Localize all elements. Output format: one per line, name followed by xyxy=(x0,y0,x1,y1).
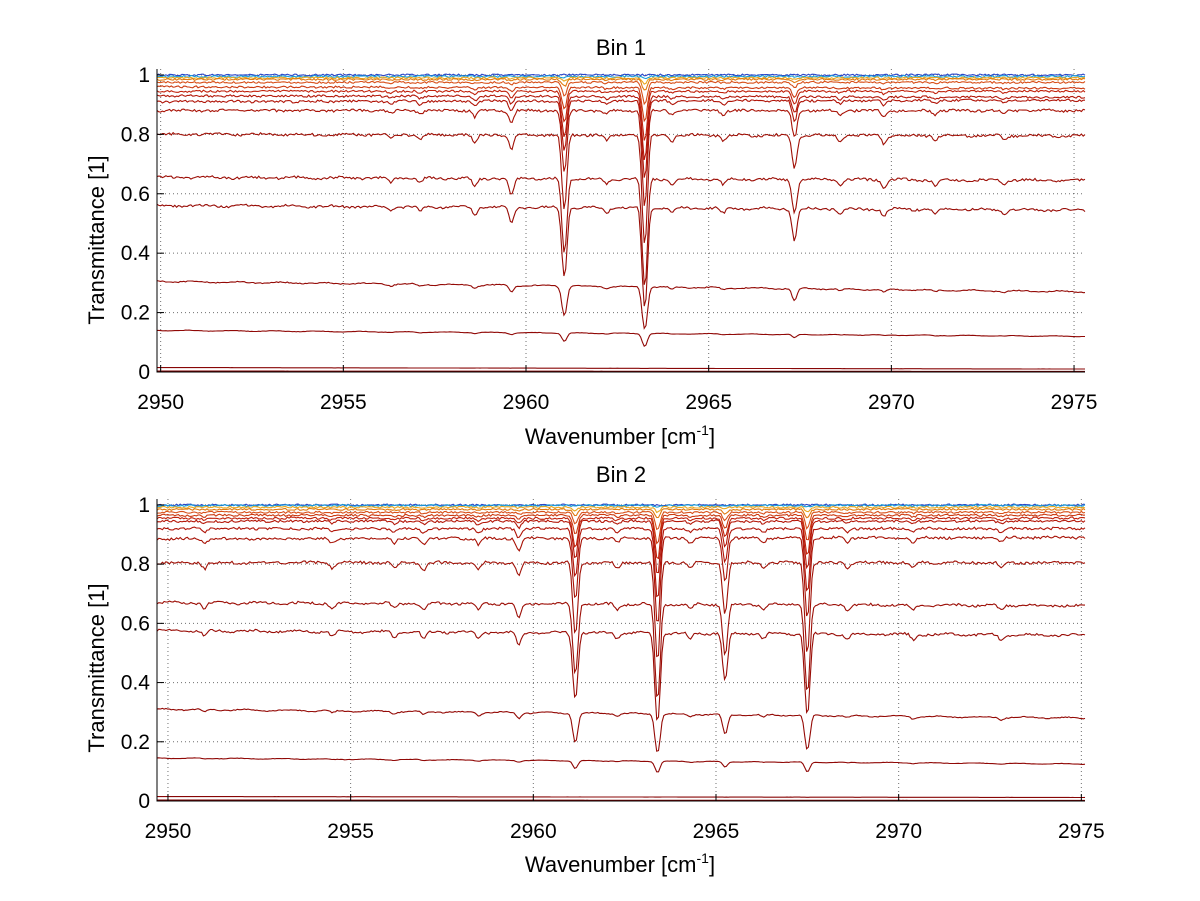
bin-2-xtick-label: 2965 xyxy=(693,820,740,843)
bin-1-ytick-label: 1 xyxy=(138,64,150,87)
bin-2-ytick-label: 0 xyxy=(138,790,150,813)
bin-1-axes: 2950 2955 2960 2965 2970 2975 0 0.2 0.4 0.6 0.8 1 xyxy=(121,64,1098,414)
bin-1-series-l8 xyxy=(156,94,1086,161)
bin-2-ytick-label: 0.6 xyxy=(121,612,150,635)
bin-2-series-l8 xyxy=(156,519,1086,574)
bin-1-series-l1 xyxy=(156,73,1086,77)
bin-1-series-l12 xyxy=(156,175,1086,285)
bin-1-xtick-label: 2960 xyxy=(503,391,550,414)
bin-2-ytick-label: 0.4 xyxy=(121,672,151,695)
bin-2-xtick-label: 2975 xyxy=(1058,820,1105,843)
bin-1-ytick-label: 0 xyxy=(138,361,150,384)
bin-2-ytick-label: 0.2 xyxy=(121,731,150,754)
bin-1-series-l2 xyxy=(156,74,1086,80)
bin-1-ytick-label: 0.4 xyxy=(121,242,151,265)
bin-1-series-l4 xyxy=(156,77,1086,91)
bin-1-ytick-label: 0.8 xyxy=(121,123,150,146)
bin-2-series-l10 xyxy=(156,535,1086,622)
bin-1-series-l13 xyxy=(156,203,1086,307)
bin-1-xtick-label: 2970 xyxy=(868,391,915,414)
bin-1-series-l9 xyxy=(156,98,1085,178)
bin-2-xtick-label: 2950 xyxy=(145,820,192,843)
bin-2-series-l11 xyxy=(156,560,1086,658)
bin-1-xtick-label: 2950 xyxy=(137,391,184,414)
bin-1-series-l5 xyxy=(156,80,1086,106)
bin-1-series-l6 xyxy=(156,85,1086,123)
bin-1-ylabel: Transmittance [1] xyxy=(84,155,109,324)
bin-1-ytick-label: 0.2 xyxy=(121,302,150,325)
bin-2-series-l5 xyxy=(156,510,1086,531)
bin-1-series xyxy=(156,73,1086,372)
bin-2-xtick-label: 2970 xyxy=(875,820,922,843)
bin-1-panel: Bin 1 Transmittance [1] Wavenumber [cm-1… xyxy=(84,35,1097,449)
bin-1-series-l7 xyxy=(156,89,1086,141)
bin-2-ytick-label: 1 xyxy=(138,494,150,517)
bin-2-series xyxy=(156,503,1086,801)
bin-2-series-l4 xyxy=(156,507,1086,519)
bin-1-series-l3 xyxy=(157,76,1085,85)
bin-2-xtick-label: 2955 xyxy=(327,820,374,843)
bin-2-series-l7 xyxy=(156,516,1086,560)
bin-2-series-l12 xyxy=(156,600,1085,698)
bin-2-series-l9 xyxy=(156,526,1086,598)
bin-2-series-l13 xyxy=(156,628,1086,721)
bin-2-axes: 2950 2955 2960 2965 2970 2975 0 0.2 0.4 0.6 0.8 1 xyxy=(121,494,1105,843)
bin-2-series-l16 xyxy=(157,796,1086,799)
bin-1-series-l15 xyxy=(157,329,1085,348)
bin-1-xtick-label: 2955 xyxy=(320,391,367,414)
bin-2-series-l15 xyxy=(156,757,1086,773)
bin-2-title: Bin 2 xyxy=(596,462,646,487)
bin-2-panel: Bin 2 Transmittance [1] Wavenumber [cm-1… xyxy=(84,462,1105,877)
bin-2-series-l6 xyxy=(156,513,1086,545)
bin-1-series-l16 xyxy=(157,367,1085,370)
bin-2-series-l3 xyxy=(156,505,1086,514)
bin-1-xtick-label: 2965 xyxy=(685,391,732,414)
bin-2-series-l2 xyxy=(157,503,1086,508)
bin-1-series-l10 xyxy=(156,108,1086,206)
bin-1-xtick-label: 2975 xyxy=(1051,391,1098,414)
bin-1-series-l11 xyxy=(156,131,1086,244)
bin-2-xlabel: Wavenumber [cm-1] xyxy=(525,850,715,877)
bin-1-title: Bin 1 xyxy=(596,35,646,60)
bin-2-xtick-label: 2960 xyxy=(510,820,557,843)
bin-2-ylabel: Transmittance [1] xyxy=(84,583,109,752)
bin-1-ytick-label: 0.6 xyxy=(121,183,150,206)
bin-2-ytick-label: 0.8 xyxy=(121,553,150,576)
bin-2-series-l14 xyxy=(156,707,1086,752)
bin-1-xlabel: Wavenumber [cm-1] xyxy=(525,422,715,449)
bin-1-series-l14 xyxy=(156,280,1086,330)
